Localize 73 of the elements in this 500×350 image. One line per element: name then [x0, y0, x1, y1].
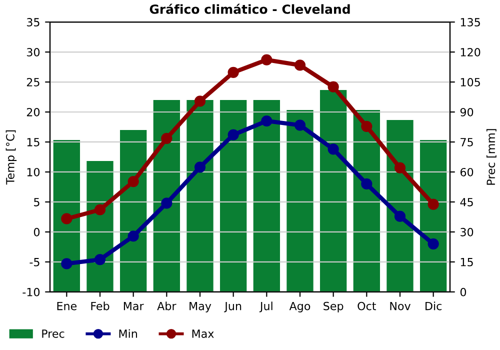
legend-label: Min [119, 329, 137, 338]
y-tick-label: -10 [22, 288, 40, 296]
bar [286, 110, 314, 292]
x-tick-label: Sep [324, 302, 344, 312]
point [128, 230, 139, 242]
y-tick-label: 25 [26, 78, 40, 86]
x-tick-label: Ene [57, 302, 77, 310]
x-tick-label: Mar [124, 302, 144, 310]
point [228, 129, 239, 140]
chart-title: Gráfico climático - Cleveland [150, 4, 350, 14]
point [261, 115, 272, 127]
point [94, 254, 106, 266]
legend-label: Prec [42, 330, 64, 338]
point [328, 81, 339, 92]
x-tick-label: Ago [289, 302, 310, 312]
y2-tick-label: 75 [460, 138, 473, 146]
y-tick-label: 10 [27, 168, 40, 176]
bar [353, 110, 380, 292]
y-tick-label: 30 [26, 48, 40, 56]
y2-tick-label: 60 [460, 168, 474, 176]
y-tick-label: 5 [34, 198, 40, 206]
point [194, 96, 206, 107]
point [61, 213, 72, 224]
y2-tick-label: 90 [460, 108, 474, 116]
x-tick-label: Dic [426, 302, 442, 310]
y2-tick-label: 30 [460, 228, 474, 236]
bar [153, 100, 180, 292]
y2-tick-label: 45 [460, 198, 473, 206]
x-tick-label: Nov [390, 302, 411, 310]
y2-tick-label: 105 [460, 78, 480, 86]
point [161, 198, 172, 209]
y-tick-label: 0 [34, 228, 40, 236]
point [128, 176, 139, 188]
x-tick-label: Oct [358, 302, 376, 310]
point [394, 210, 406, 222]
bar [253, 100, 280, 292]
point [294, 60, 306, 71]
point [428, 238, 439, 250]
x-tick-label: Jul [259, 302, 272, 312]
bar [120, 130, 147, 292]
y-tick-label: 15 [27, 138, 40, 146]
y2-tick-label: 0 [460, 288, 466, 296]
point [428, 198, 439, 210]
point [94, 204, 106, 216]
bar [420, 140, 447, 292]
point [394, 162, 406, 174]
bar [186, 100, 214, 292]
point [61, 258, 72, 270]
point [361, 178, 372, 190]
point [261, 54, 272, 66]
point [361, 120, 372, 132]
bar [386, 120, 414, 292]
y-tick-label: 20 [26, 108, 40, 116]
y2-tick-label: 135 [460, 18, 480, 26]
point [228, 66, 239, 78]
y2-axis-title: Prec [mm] [486, 129, 496, 185]
y2-tick-label: 120 [460, 48, 480, 56]
point [194, 162, 206, 173]
x-tick-label: Jun [224, 302, 242, 312]
x-tick-label: Abr [157, 302, 176, 310]
bar [220, 100, 247, 292]
legend-label: Max [192, 330, 214, 338]
point [294, 120, 306, 131]
y2-tick-label: 15 [460, 258, 473, 266]
x-tick-label: May [190, 302, 212, 312]
x-tick-label: Feb [91, 302, 110, 310]
y-axis-title: Temp [°C] [6, 130, 17, 185]
bar [320, 90, 347, 292]
bar [53, 140, 80, 292]
y-tick-label: -5 [30, 258, 40, 266]
point [161, 132, 172, 144]
y-tick-label: 35 [26, 18, 40, 26]
point [328, 144, 339, 155]
